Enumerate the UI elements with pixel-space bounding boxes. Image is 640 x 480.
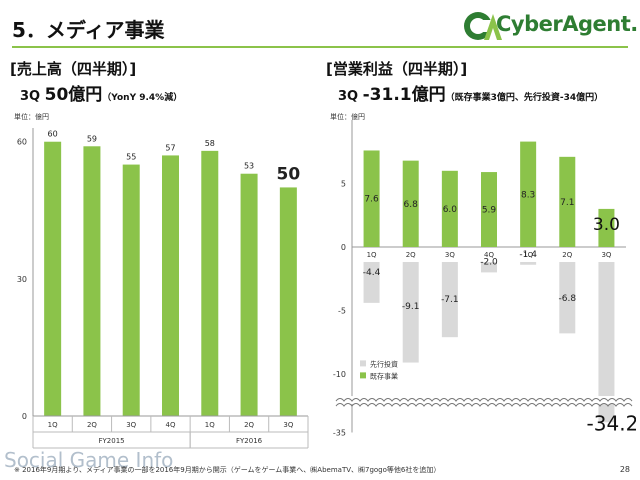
existing-business-bar <box>441 170 458 247</box>
x-tick-label: 2Q <box>406 251 416 259</box>
y-tick-label: -10 <box>333 370 346 379</box>
existing-business-bar <box>598 208 615 247</box>
axis-break-mask <box>336 396 634 405</box>
operating-profit-chart: 5 0 -5 -10 -35 1Q 7.6 -4.4 2Q 6.8 -9.1 3Q 6.0 -7.1 4Q 5… <box>333 120 636 437</box>
operating-profit-summary-note: （既存事業3億円、先行投資-34億円） <box>445 93 604 103</box>
revenue-summary-note: （YonY 9.4%減） <box>102 93 183 103</box>
x-tick-label: 3Q <box>601 251 611 259</box>
existing-business-bar <box>520 141 537 247</box>
upfront-investment-bar <box>559 262 576 334</box>
legend-swatch-upfront <box>360 360 366 367</box>
title-divider <box>12 46 628 48</box>
upfront-investment-bar <box>402 262 419 363</box>
revenue-summary-prefix: 3Q <box>20 89 45 104</box>
axis-break-wave <box>335 398 633 402</box>
existing-business-value-label: 7.6 <box>364 195 379 205</box>
x-tick-label: 3Q <box>445 251 455 259</box>
revenue-value-label: 58 <box>205 139 215 148</box>
footnote: ※ 2016年9月期より、メディア事業の一部を2016年9月期から開示（ゲームを… <box>14 466 441 474</box>
upfront-investment-value-label: -9.1 <box>402 302 420 312</box>
x-tick-label: 3Q <box>283 421 293 429</box>
upfront-investment-value-label: -4.4 <box>363 268 381 278</box>
revenue-value-label: 60 <box>48 130 58 139</box>
existing-business-value-label: 8.3 <box>521 190 535 200</box>
y-tick-label: 5 <box>341 180 346 189</box>
upfront-investment-value-label: -34.2 <box>587 411 636 435</box>
revenue-bar <box>279 187 297 416</box>
fiscal-year-label: FY2016 <box>236 437 263 445</box>
revenue-bar <box>240 173 258 416</box>
revenue-value-label: 55 <box>126 153 136 162</box>
operating-profit-summary-value: -31.1億円 <box>362 85 446 105</box>
revenue-value-label: 57 <box>165 143 175 152</box>
x-tick-label: 3Q <box>126 421 136 429</box>
revenue-bar <box>201 150 219 416</box>
operating-profit-summary: 3Q -31.1億円（既存事業3億円、先行投資-34億円） <box>338 80 603 105</box>
upfront-investment-bar <box>441 262 458 338</box>
x-tick-label: 2Q <box>87 421 97 429</box>
upfront-investment-bar <box>598 262 615 423</box>
upfront-investment-value-label: -2.0 <box>480 257 498 267</box>
existing-business-value-label: 5.9 <box>482 206 497 216</box>
axis-break-wave <box>335 403 633 407</box>
page-number: 28 <box>619 465 630 474</box>
y-tick-label: 60 <box>17 138 27 147</box>
y-tick-label: 0 <box>341 243 346 252</box>
x-tick-label: 1Q <box>367 251 377 259</box>
revenue-bar <box>122 164 140 416</box>
revenue-summary-value: 50億円 <box>44 85 103 105</box>
y-tick-label: 30 <box>17 275 27 284</box>
revenue-bar <box>83 146 101 417</box>
x-tick-label: 1Q <box>48 421 58 429</box>
revenue-heading: [売上高（四半期）] <box>10 60 137 78</box>
fiscal-year-label: FY2015 <box>99 437 125 445</box>
upfront-investment-value-label: -6.8 <box>559 294 577 304</box>
x-tick-label: 1Q <box>523 251 533 259</box>
existing-business-bar <box>402 160 419 247</box>
existing-business-value-label: 7.1 <box>560 198 574 208</box>
existing-business-value-label: 6.8 <box>404 200 419 210</box>
logo-text: CyberAgent. <box>496 12 638 36</box>
y-tick-label: 0 <box>22 412 27 421</box>
upfront-investment-bar <box>363 262 380 303</box>
revenue-summary: 3Q 50億円（YonY 9.4%減） <box>20 80 182 105</box>
existing-business-value-label: 3.0 <box>593 215 620 235</box>
operating-profit-heading: [営業利益（四半期）] <box>326 60 468 78</box>
ca-mark-icon <box>464 12 502 40</box>
cyberagent-logo <box>464 12 502 40</box>
page-title: 5．メディア事業 <box>12 18 165 42</box>
revenue-value-label: 50 <box>277 164 301 184</box>
x-tick-label: 4Q <box>166 421 176 429</box>
legend-swatch-existing <box>360 372 366 379</box>
x-tick-label: 1Q <box>205 421 215 429</box>
y-tick-label: -5 <box>338 307 346 316</box>
y-tick-label: -35 <box>333 428 346 437</box>
revenue-bar <box>44 141 62 416</box>
revenue-value-label: 53 <box>244 162 254 171</box>
existing-business-bar <box>481 172 497 247</box>
x-tick-label: 4Q <box>484 251 494 259</box>
revenue-unit-label: 単位：億円 <box>14 113 49 121</box>
legend-label-upfront: 先行投資 <box>370 359 398 368</box>
operating-profit-summary-prefix: 3Q <box>338 89 363 104</box>
upfront-investment-bar <box>481 262 497 273</box>
x-tick-label: 2Q <box>562 251 572 259</box>
watermark: Social Game Info <box>4 448 174 472</box>
revenue-bar <box>162 155 179 416</box>
upfront-investment-value-label: -7.1 <box>441 295 459 305</box>
x-tick-label: 2Q <box>244 421 254 429</box>
upfront-investment-value-label: -1.4 <box>519 250 537 260</box>
existing-business-value-label: 6.0 <box>443 205 458 215</box>
upfront-investment-bar <box>520 262 537 265</box>
existing-business-bar <box>559 156 576 247</box>
operating-profit-unit-label: 単位：億円 <box>330 113 365 121</box>
revenue-value-label: 59 <box>87 134 97 143</box>
legend-label-existing: 既存事業 <box>370 371 398 380</box>
existing-business-bar <box>363 150 380 247</box>
